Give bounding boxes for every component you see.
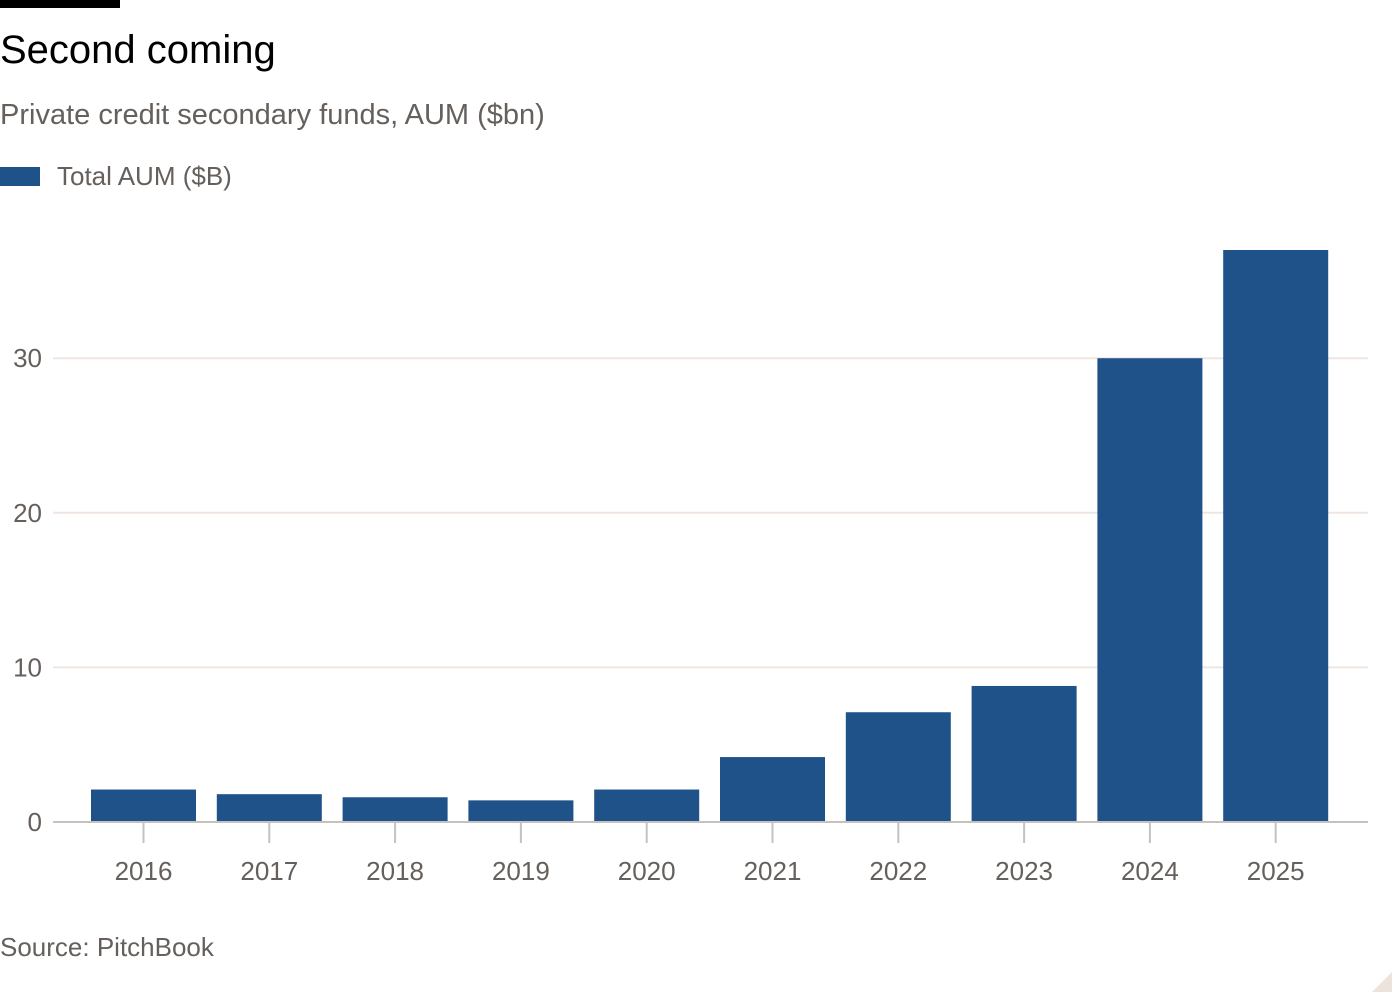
bar-2023 bbox=[971, 685, 1077, 822]
chart-title: Second coming bbox=[0, 28, 276, 72]
y-tick-label: 30 bbox=[13, 343, 42, 373]
x-tick-label: 2017 bbox=[240, 856, 298, 886]
y-tick-label: 10 bbox=[13, 652, 42, 682]
bar-2016 bbox=[91, 789, 196, 822]
bar-2020 bbox=[594, 789, 700, 822]
bar-2019 bbox=[468, 800, 574, 822]
legend-swatch bbox=[0, 166, 40, 186]
bar-2025 bbox=[1223, 250, 1329, 822]
chart-subtitle: Private credit secondary funds, AUM ($bn… bbox=[0, 99, 545, 131]
x-tick-label: 2023 bbox=[995, 856, 1053, 886]
bars-layer bbox=[91, 250, 1329, 822]
chart-source: Source: PitchBook bbox=[0, 932, 214, 962]
bar-2018 bbox=[342, 797, 448, 822]
y-tick-label: 0 bbox=[28, 807, 42, 837]
bar-2022 bbox=[845, 712, 951, 822]
axis-layer: 0 10 20 30 2016 2017 2018 2019 2020 2021 2022 2023 2… bbox=[13, 343, 1368, 886]
x-tick-label: 2019 bbox=[492, 856, 550, 886]
bar-2021 bbox=[720, 757, 825, 822]
bar-2017 bbox=[216, 794, 322, 822]
y-tick-label: 20 bbox=[13, 498, 42, 528]
x-tick-label: 2021 bbox=[744, 856, 802, 886]
x-tick-label: 2024 bbox=[1121, 856, 1179, 886]
x-tick-label: 2016 bbox=[115, 856, 173, 886]
x-tick-label: 2020 bbox=[618, 856, 676, 886]
chart-legend: Total AUM ($B) bbox=[0, 158, 232, 194]
legend-label: Total AUM ($B) bbox=[57, 161, 232, 191]
brand-top-bar bbox=[0, 0, 120, 8]
bar-2024 bbox=[1097, 358, 1203, 822]
x-tick-label: 2018 bbox=[366, 856, 424, 886]
corner-resize-mark bbox=[1372, 972, 1392, 992]
x-tick-label: 2022 bbox=[869, 856, 927, 886]
x-tick-label: 2025 bbox=[1247, 856, 1305, 886]
